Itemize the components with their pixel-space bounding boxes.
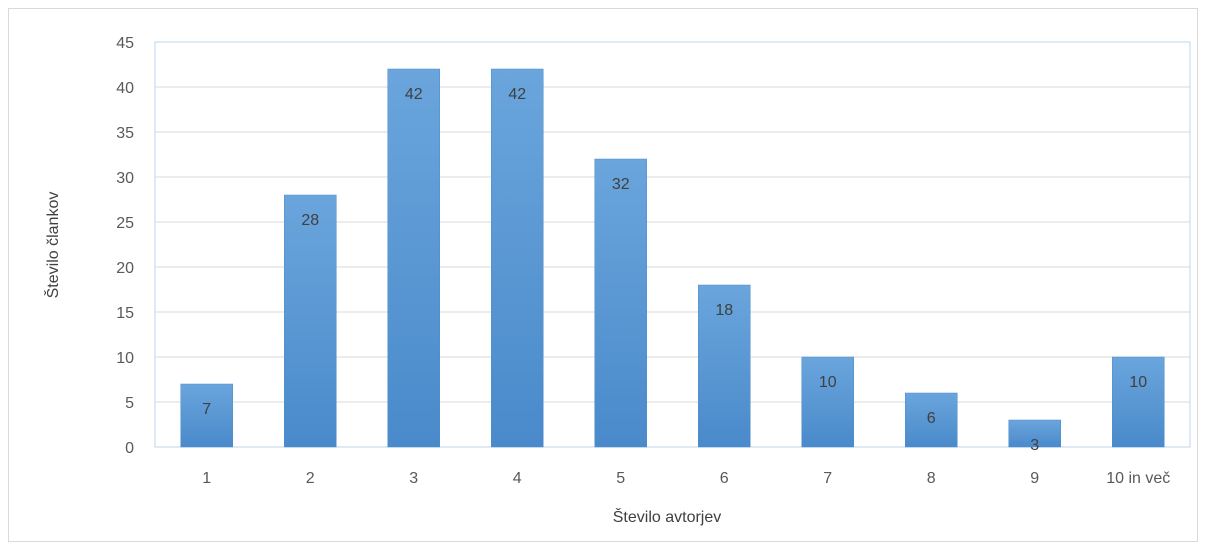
data-label: 3 bbox=[1030, 437, 1039, 454]
y-tick-label: 30 bbox=[116, 170, 134, 187]
data-label: 10 bbox=[819, 374, 837, 391]
x-tick-label: 6 bbox=[720, 470, 729, 487]
data-label: 10 bbox=[1129, 374, 1147, 391]
x-tick-label: 4 bbox=[513, 470, 522, 487]
data-label: 42 bbox=[508, 86, 526, 103]
y-tick-label: 35 bbox=[116, 125, 134, 142]
data-labels: 7 28 42 42 32 18 10 6 3 10 bbox=[202, 86, 1147, 454]
bar bbox=[594, 158, 647, 448]
bar bbox=[1008, 419, 1061, 448]
y-axis-ticks: 0 5 10 15 20 25 30 35 40 45 bbox=[116, 35, 134, 457]
bar bbox=[284, 194, 337, 448]
y-tick-label: 40 bbox=[116, 80, 134, 97]
y-tick-label: 5 bbox=[125, 395, 134, 412]
x-tick-label: 2 bbox=[306, 470, 315, 487]
x-tick-label: 3 bbox=[409, 470, 418, 487]
x-tick-label: 7 bbox=[823, 470, 832, 487]
bar bbox=[698, 284, 751, 448]
bar bbox=[1112, 356, 1165, 448]
y-tick-label: 20 bbox=[116, 260, 134, 277]
x-tick-label: 8 bbox=[927, 470, 936, 487]
y-axis-title: Število člankov bbox=[43, 192, 62, 299]
y-tick-label: 10 bbox=[116, 350, 134, 367]
y-tick-label: 0 bbox=[125, 440, 134, 457]
bars bbox=[180, 68, 1165, 448]
bar bbox=[801, 356, 854, 448]
bar bbox=[387, 68, 440, 448]
y-tick-label: 15 bbox=[116, 305, 134, 322]
bar bbox=[905, 392, 958, 448]
bar bbox=[491, 68, 544, 448]
data-label: 6 bbox=[927, 410, 936, 427]
data-label: 28 bbox=[301, 212, 319, 229]
x-tick-label: 9 bbox=[1030, 470, 1039, 487]
data-label: 7 bbox=[202, 401, 211, 418]
y-tick-label: 45 bbox=[116, 35, 134, 52]
x-axis-ticks: 1 2 3 4 5 6 7 8 9 10 in več bbox=[202, 470, 1170, 487]
y-tick-label: 25 bbox=[116, 215, 134, 232]
x-tick-label: 1 bbox=[202, 470, 211, 487]
x-tick-label: 5 bbox=[616, 470, 625, 487]
plot-area-border bbox=[154, 41, 1191, 448]
bar bbox=[180, 383, 233, 448]
data-label: 32 bbox=[612, 176, 630, 193]
data-label: 42 bbox=[405, 86, 423, 103]
data-label: 18 bbox=[715, 302, 733, 319]
x-axis-title: Število avtorjev bbox=[613, 507, 722, 526]
x-tick-label: 10 in več bbox=[1106, 470, 1170, 487]
